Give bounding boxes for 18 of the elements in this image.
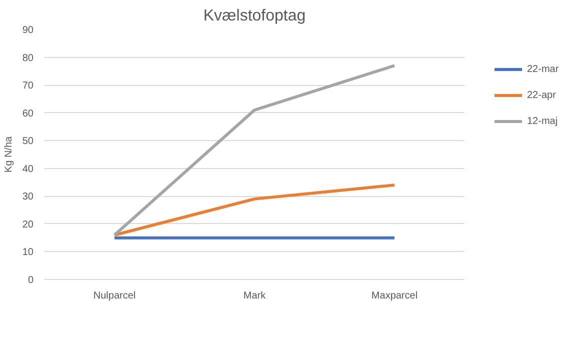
y-tick-label: 20 bbox=[22, 219, 34, 230]
y-tick-label: 90 bbox=[22, 25, 34, 36]
legend-label: 22-apr bbox=[527, 90, 556, 100]
y-tick-label: 80 bbox=[22, 52, 34, 64]
y-tick-label: 50 bbox=[22, 136, 34, 148]
y-tick-label: 40 bbox=[22, 164, 34, 175]
y-tick-label: 30 bbox=[22, 192, 34, 203]
y-tick-label: 10 bbox=[22, 247, 34, 258]
legend-label: 12-maj bbox=[527, 116, 558, 126]
y-axis-title: Kg N/ha bbox=[3, 136, 14, 173]
y-tick-label: 0 bbox=[28, 275, 34, 286]
x-tick-label: Maxparcel bbox=[371, 290, 418, 302]
x-tick-label: Mark bbox=[243, 290, 267, 302]
legend-label: 22-mar bbox=[527, 64, 559, 74]
chart-title: Kvælstofoptag bbox=[203, 8, 306, 24]
x-tick-label: Nulparcel bbox=[93, 290, 136, 302]
y-tick-label: 60 bbox=[22, 108, 34, 120]
y-tick-label: 70 bbox=[22, 80, 34, 92]
